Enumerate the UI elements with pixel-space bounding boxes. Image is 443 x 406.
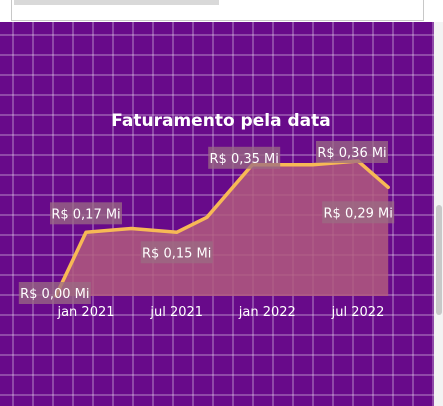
data-label: R$ 0,17 Mi	[51, 207, 120, 222]
data-label: R$ 0,36 Mi	[317, 146, 386, 161]
data-label-box	[50, 202, 122, 225]
x-tick-label: jan 2022	[238, 305, 296, 320]
top-filter-box	[0, 0, 443, 22]
data-label-box	[322, 201, 395, 224]
x-tick-label: jan 2021	[56, 305, 114, 320]
data-label: R$ 0,29 Mi	[324, 206, 393, 221]
data-label: R$ 0,35 Mi	[210, 152, 279, 167]
x-tick-label: jul 2021	[149, 305, 203, 320]
area-fill	[55, 161, 389, 296]
data-label: R$ 0,00 Mi	[20, 287, 89, 302]
top-field[interactable]	[11, 0, 424, 21]
scrollbar-thumb[interactable]	[436, 205, 442, 315]
top-field-bar	[14, 0, 219, 5]
data-label: R$ 0,15 Mi	[142, 246, 211, 261]
data-label-box	[18, 282, 91, 304]
data-label-box	[140, 241, 213, 264]
data-label-box	[208, 146, 281, 169]
x-tick-label: jul 2022	[331, 305, 385, 320]
chart-title: Faturamento pela data	[111, 111, 331, 131]
data-label-box	[316, 141, 388, 163]
